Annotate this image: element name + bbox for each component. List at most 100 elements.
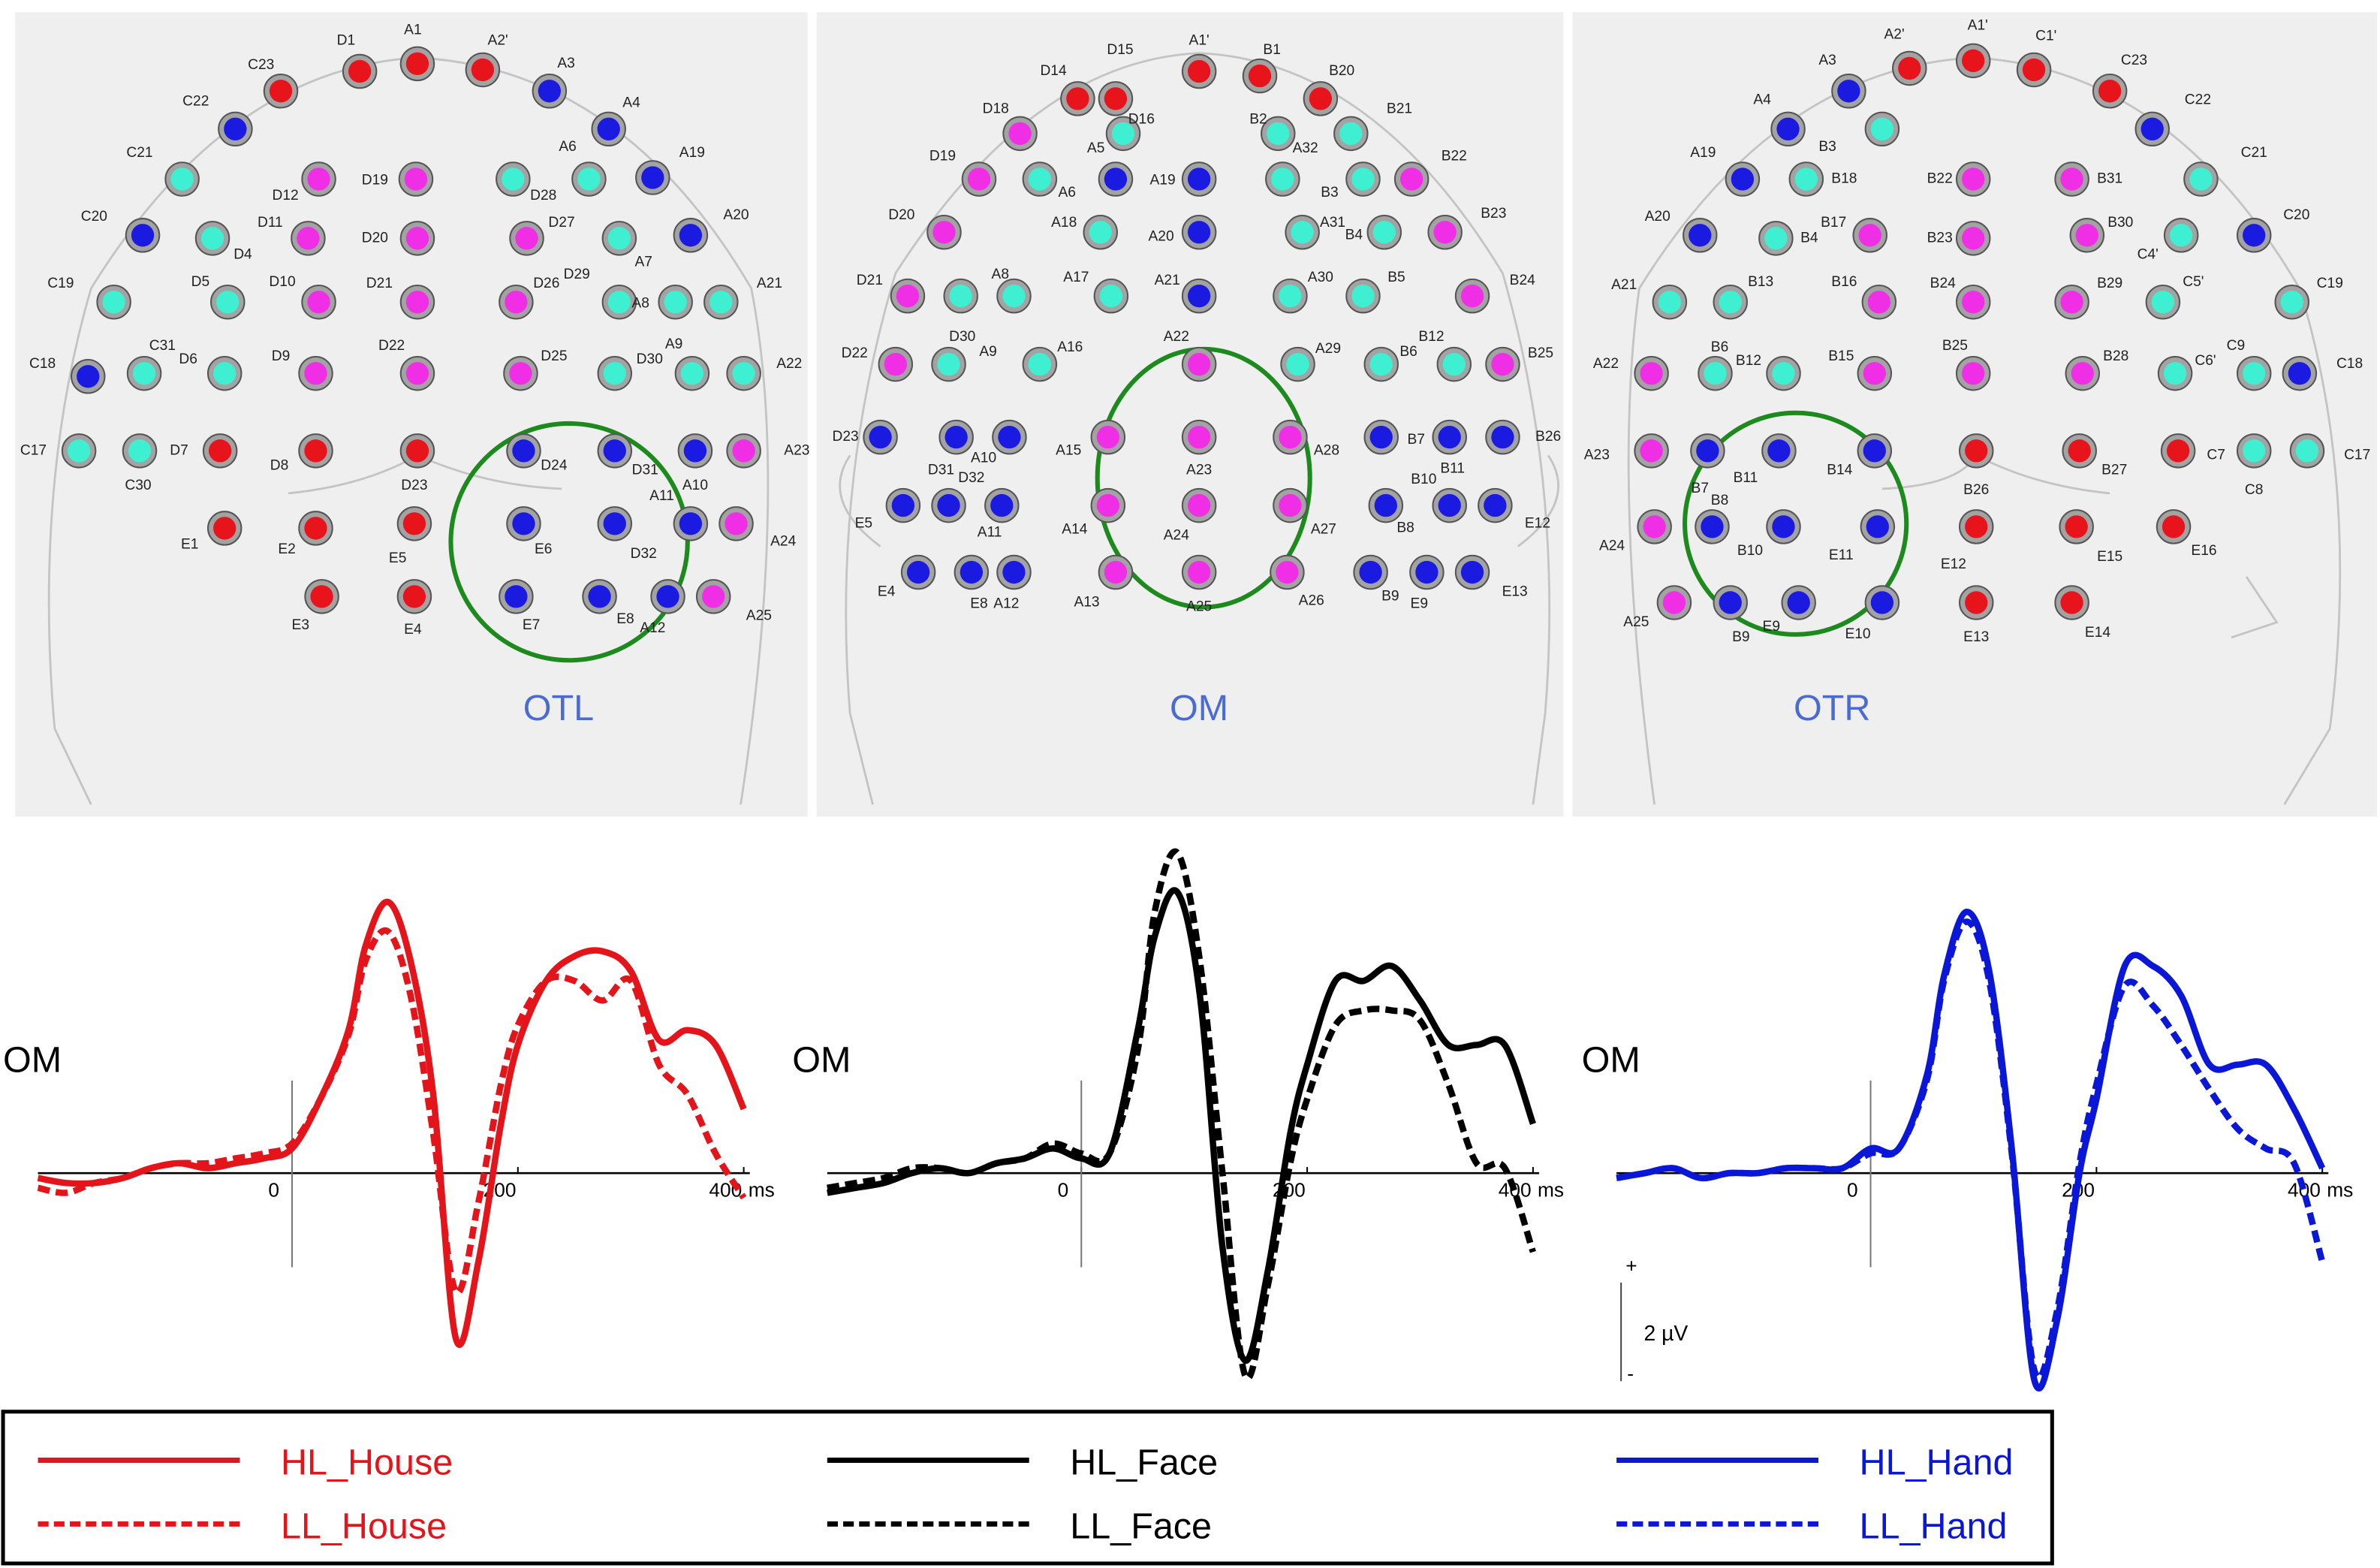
electrode-label: E9: [1763, 619, 1780, 635]
electrode-label: B4: [1345, 227, 1363, 243]
electrode-label: D25: [541, 348, 567, 364]
electrode: [603, 362, 626, 385]
electrode: [2068, 439, 2091, 463]
electrode-label: C19: [2317, 276, 2343, 291]
electrode-label: C6': [2195, 353, 2216, 369]
electrode-label: B15: [1828, 348, 1854, 364]
electrode-label: B16: [1831, 274, 1857, 290]
electrode: [1965, 591, 1988, 614]
electrode-label: A3: [557, 56, 574, 71]
electrode: [170, 167, 194, 191]
electrode: [502, 167, 525, 191]
electrode-label: C4': [2137, 247, 2159, 263]
electrode: [1772, 515, 1795, 538]
electrode-label: A29: [1315, 341, 1341, 357]
electrode: [998, 425, 1021, 449]
electrode-label: A2': [1884, 27, 1904, 43]
electrode: [405, 52, 429, 76]
electrode-label: A11: [649, 488, 674, 504]
electrode: [1066, 87, 1089, 110]
map-panel: [816, 12, 1564, 817]
x-unit: ms: [749, 1178, 775, 1201]
electrode-label: C1': [2035, 29, 2056, 44]
map-panel: [15, 12, 808, 817]
electrode: [990, 493, 1014, 517]
waveform: [827, 887, 1536, 1364]
electrode-label: A22: [1593, 356, 1619, 372]
electrode-label: E14: [2085, 625, 2110, 641]
electrode: [509, 362, 532, 385]
electrode: [732, 362, 755, 385]
electrode: [1099, 284, 1123, 308]
electrode: [1279, 493, 1302, 517]
electrode-label: A12: [640, 620, 665, 636]
electrode-label: A24: [770, 534, 796, 550]
electrode: [404, 167, 428, 191]
electrode: [2022, 58, 2046, 82]
electrode: [1369, 425, 1393, 449]
electrode-label: A32: [1293, 140, 1318, 156]
electrode: [512, 512, 535, 535]
electrode: [1267, 122, 1290, 146]
electrode-label: D30: [637, 351, 663, 367]
electrode-label: B12: [1418, 329, 1444, 345]
electrode-label: E5: [855, 515, 872, 531]
electrode: [1339, 122, 1363, 146]
electrode-label: B2: [1249, 112, 1267, 128]
electrode-label: D30: [949, 329, 975, 345]
electrode-label: A16: [1057, 339, 1083, 355]
electrode-label: A9: [979, 344, 996, 360]
electrode: [1776, 117, 1800, 140]
electrode-label: A22: [1164, 329, 1189, 345]
electrode-label: E16: [2191, 543, 2216, 559]
electrode: [2163, 362, 2187, 385]
electrode: [2295, 439, 2319, 463]
legend-box: [1, 1410, 2054, 1566]
electrode: [1372, 221, 1396, 244]
electrode-label: A6: [1059, 185, 1076, 201]
electrode-label: A19: [1150, 173, 1176, 188]
electrode-label: D31: [632, 463, 658, 478]
roi-circle: [1683, 410, 1909, 637]
electrode-label: B30: [2107, 215, 2133, 231]
electrode: [1002, 560, 1026, 584]
electrode-label: B21: [1387, 101, 1412, 117]
electrode-label: E7: [523, 617, 540, 633]
electrode-label: D18: [983, 101, 1009, 117]
electrode-label: D28: [530, 188, 556, 204]
electrode-label: A7: [634, 255, 652, 270]
map-panel: [1572, 12, 2377, 817]
electrode: [884, 352, 907, 376]
electrode: [2151, 291, 2175, 314]
electrode: [1863, 439, 1886, 463]
electrode-label: A27: [1311, 522, 1336, 538]
electrode-label: A2': [488, 33, 508, 49]
x-tick-label: 0: [268, 1178, 279, 1201]
electrode-label: A24: [1164, 528, 1189, 544]
electrode: [2060, 167, 2083, 191]
electrode-label: A25: [746, 608, 772, 624]
electrode-label: A14: [1062, 522, 1087, 538]
legend-label: HL_House: [281, 1442, 453, 1482]
electrode: [402, 512, 426, 535]
electrode: [1433, 221, 1457, 244]
electrode: [1438, 493, 1461, 517]
electrode-label: A18: [1051, 215, 1077, 231]
electrode: [213, 517, 236, 540]
electrode: [588, 585, 611, 608]
electrode: [944, 425, 968, 449]
legend-label: HL_Face: [1070, 1442, 1218, 1482]
electrode: [1689, 224, 1712, 247]
electrode: [679, 224, 703, 247]
electrode-label: D22: [378, 338, 405, 354]
electrode-label: C18: [2336, 356, 2363, 372]
electrode: [405, 227, 429, 250]
electrode-label: E11: [1829, 547, 1854, 563]
electrode-label: A8: [992, 267, 1009, 282]
electrode-label: C7: [2207, 447, 2225, 463]
electrode-label: B20: [1329, 63, 1354, 79]
electrode: [680, 362, 704, 385]
electrode-label: A5: [1087, 140, 1104, 156]
legend-label: LL_Face: [1070, 1506, 1212, 1546]
electrode-label: C30: [125, 478, 151, 493]
